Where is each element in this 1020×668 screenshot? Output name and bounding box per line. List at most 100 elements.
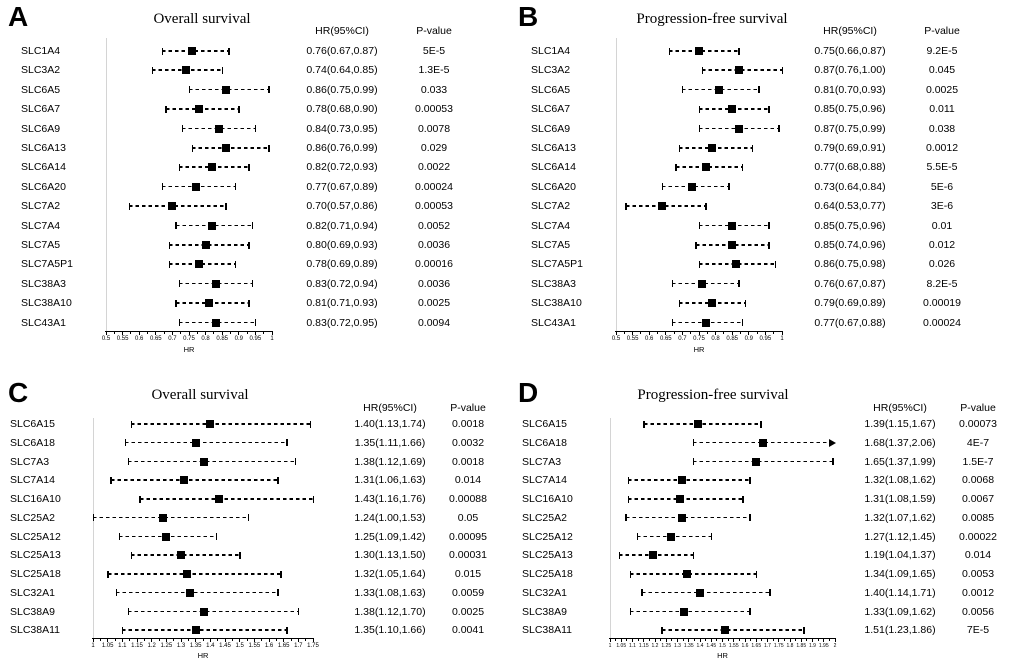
p-value: 0.045 — [928, 64, 956, 77]
axis-minor-tick — [130, 331, 132, 334]
gene-label: SLC25A12 — [522, 530, 573, 543]
gene-label: SLC7A3 — [10, 455, 50, 468]
axis-tick-label: 1.4 — [206, 643, 215, 649]
p-value: 0.0094 — [417, 316, 451, 329]
hr-point-marker — [194, 260, 203, 269]
p-value: 0.011 — [929, 103, 955, 116]
p-value: 0.026 — [928, 258, 956, 271]
axis-tick — [710, 638, 712, 642]
hr-point-marker — [188, 47, 197, 55]
hr-ci-value: 1.38(1.12,1.69) — [354, 455, 426, 468]
axis-minor-tick — [246, 638, 248, 641]
reference-line — [616, 38, 617, 331]
axis-minor-tick — [806, 638, 808, 641]
p-value: 0.0056 — [961, 605, 995, 618]
axis-tick — [238, 331, 240, 335]
axis-minor-tick — [716, 638, 718, 641]
hr-ci-value: 0.83(0.72,0.94) — [306, 277, 378, 290]
axis-tick — [800, 638, 802, 642]
hr-ci-value: 0.83(0.72,0.95) — [306, 316, 378, 329]
gene-label: SLC7A4 — [531, 219, 571, 232]
hr-point-marker — [211, 279, 220, 288]
hr-point-marker — [191, 626, 200, 635]
p-value: 9.2E-5 — [926, 45, 958, 57]
axis-tick-label: 0.5 — [611, 336, 621, 342]
hr-point-marker — [182, 570, 191, 578]
ci-whisker — [641, 591, 770, 594]
gene-label: SLC38A11 — [10, 624, 61, 637]
gene-label: SLC38A10 — [21, 297, 72, 310]
axis-tick — [151, 638, 153, 642]
gene-label: SLC6A5 — [531, 83, 571, 96]
hr-point-marker — [666, 532, 675, 541]
axis-minor-tick — [682, 638, 684, 641]
axis-tick-label: 1.15 — [131, 643, 143, 649]
p-value-column-header: P-value — [960, 402, 996, 414]
ci-cap-left — [110, 476, 112, 484]
ci-cap-right — [221, 66, 224, 74]
p-value: 7E-5 — [966, 624, 990, 637]
hr-ci-value: 1.39(1.15,1.67) — [864, 418, 936, 430]
panel-letter: A — [8, 1, 29, 32]
gene-label: SLC43A1 — [531, 316, 576, 329]
gene-label: SLC6A5 — [21, 83, 61, 96]
hr-ci-value: 0.80(0.69,0.93) — [306, 239, 378, 251]
hr-ci-value: 0.87(0.76,1.00) — [814, 64, 886, 77]
hr-ci-value: 1.31(1.06,1.63) — [354, 474, 426, 487]
ci-cap-right — [749, 514, 751, 522]
hr-point-marker — [720, 626, 729, 635]
hr-point-marker — [728, 221, 737, 230]
ci-cap-right — [751, 144, 754, 152]
axis-minor-tick — [690, 331, 692, 334]
ci-whisker — [131, 554, 240, 556]
hr-ci-value: 0.81(0.71,0.93) — [306, 297, 378, 310]
axis-tick — [121, 638, 123, 642]
axis-tick-label: 0.75 — [183, 336, 195, 342]
p-value: 5E-6 — [930, 180, 954, 193]
hr-ci-value: 1.24(1.00,1.53) — [354, 511, 426, 524]
hr-ci-value: 1.27(1.12,1.45) — [864, 530, 936, 543]
hr-point-marker — [162, 532, 171, 541]
ci-whisker — [128, 610, 299, 612]
ci-cap-left — [627, 476, 629, 484]
axis-minor-tick — [705, 638, 707, 641]
axis-tick — [122, 331, 124, 335]
hr-ci-value: 0.77(0.68,0.88) — [814, 161, 886, 174]
hr-point-marker — [696, 588, 704, 597]
p-value: 0.00053 — [415, 200, 453, 213]
ci-cap-left — [681, 86, 684, 94]
p-value: 0.015 — [454, 568, 482, 580]
p-value: 0.0018 — [451, 455, 485, 468]
ci-arrow-right-icon — [829, 438, 836, 447]
axis-tick-label: 0.9 — [234, 336, 243, 342]
axis-minor-tick — [723, 331, 725, 334]
ci-cap-right — [228, 47, 230, 55]
axis-tick-label: 1 — [270, 336, 274, 342]
panel-c-overall-survival: C Overall survival HR(95%CI) P-value SLC… — [0, 378, 510, 668]
axis-tick-label: 1.65 — [751, 643, 762, 649]
ci-whisker — [669, 50, 739, 52]
hr-ci-value: 1.65(1.37,1.99) — [864, 455, 936, 468]
axis-minor-tick — [623, 331, 625, 334]
panel-a-overall-survival: A Overall survival HR(95%CI) P-value SLC… — [0, 0, 510, 378]
axis-tick — [654, 638, 656, 642]
p-value: 0.00024 — [923, 316, 961, 329]
axis-minor-tick — [740, 331, 741, 334]
reference-line — [93, 418, 94, 638]
ci-cap-right — [803, 626, 805, 634]
axis-tick — [221, 331, 223, 335]
hr-point-marker — [194, 105, 203, 114]
gene-label: SLC1A4 — [21, 45, 61, 57]
axis-minor-tick — [738, 638, 740, 641]
axis-tick-label: 1.6 — [264, 643, 274, 649]
axis-minor-tick — [202, 638, 204, 641]
gene-label: SLC38A9 — [522, 605, 567, 618]
hr-ci-value: 1.35(1.10,1.66) — [354, 624, 426, 637]
hr-point-marker — [675, 495, 684, 503]
axis-tick — [253, 638, 255, 642]
p-value: 0.00016 — [415, 258, 453, 271]
ci-cap-left — [130, 420, 133, 428]
gene-label: SLC32A1 — [522, 586, 567, 599]
axis-minor-tick — [261, 638, 263, 641]
gene-label: SLC38A10 — [531, 297, 582, 310]
